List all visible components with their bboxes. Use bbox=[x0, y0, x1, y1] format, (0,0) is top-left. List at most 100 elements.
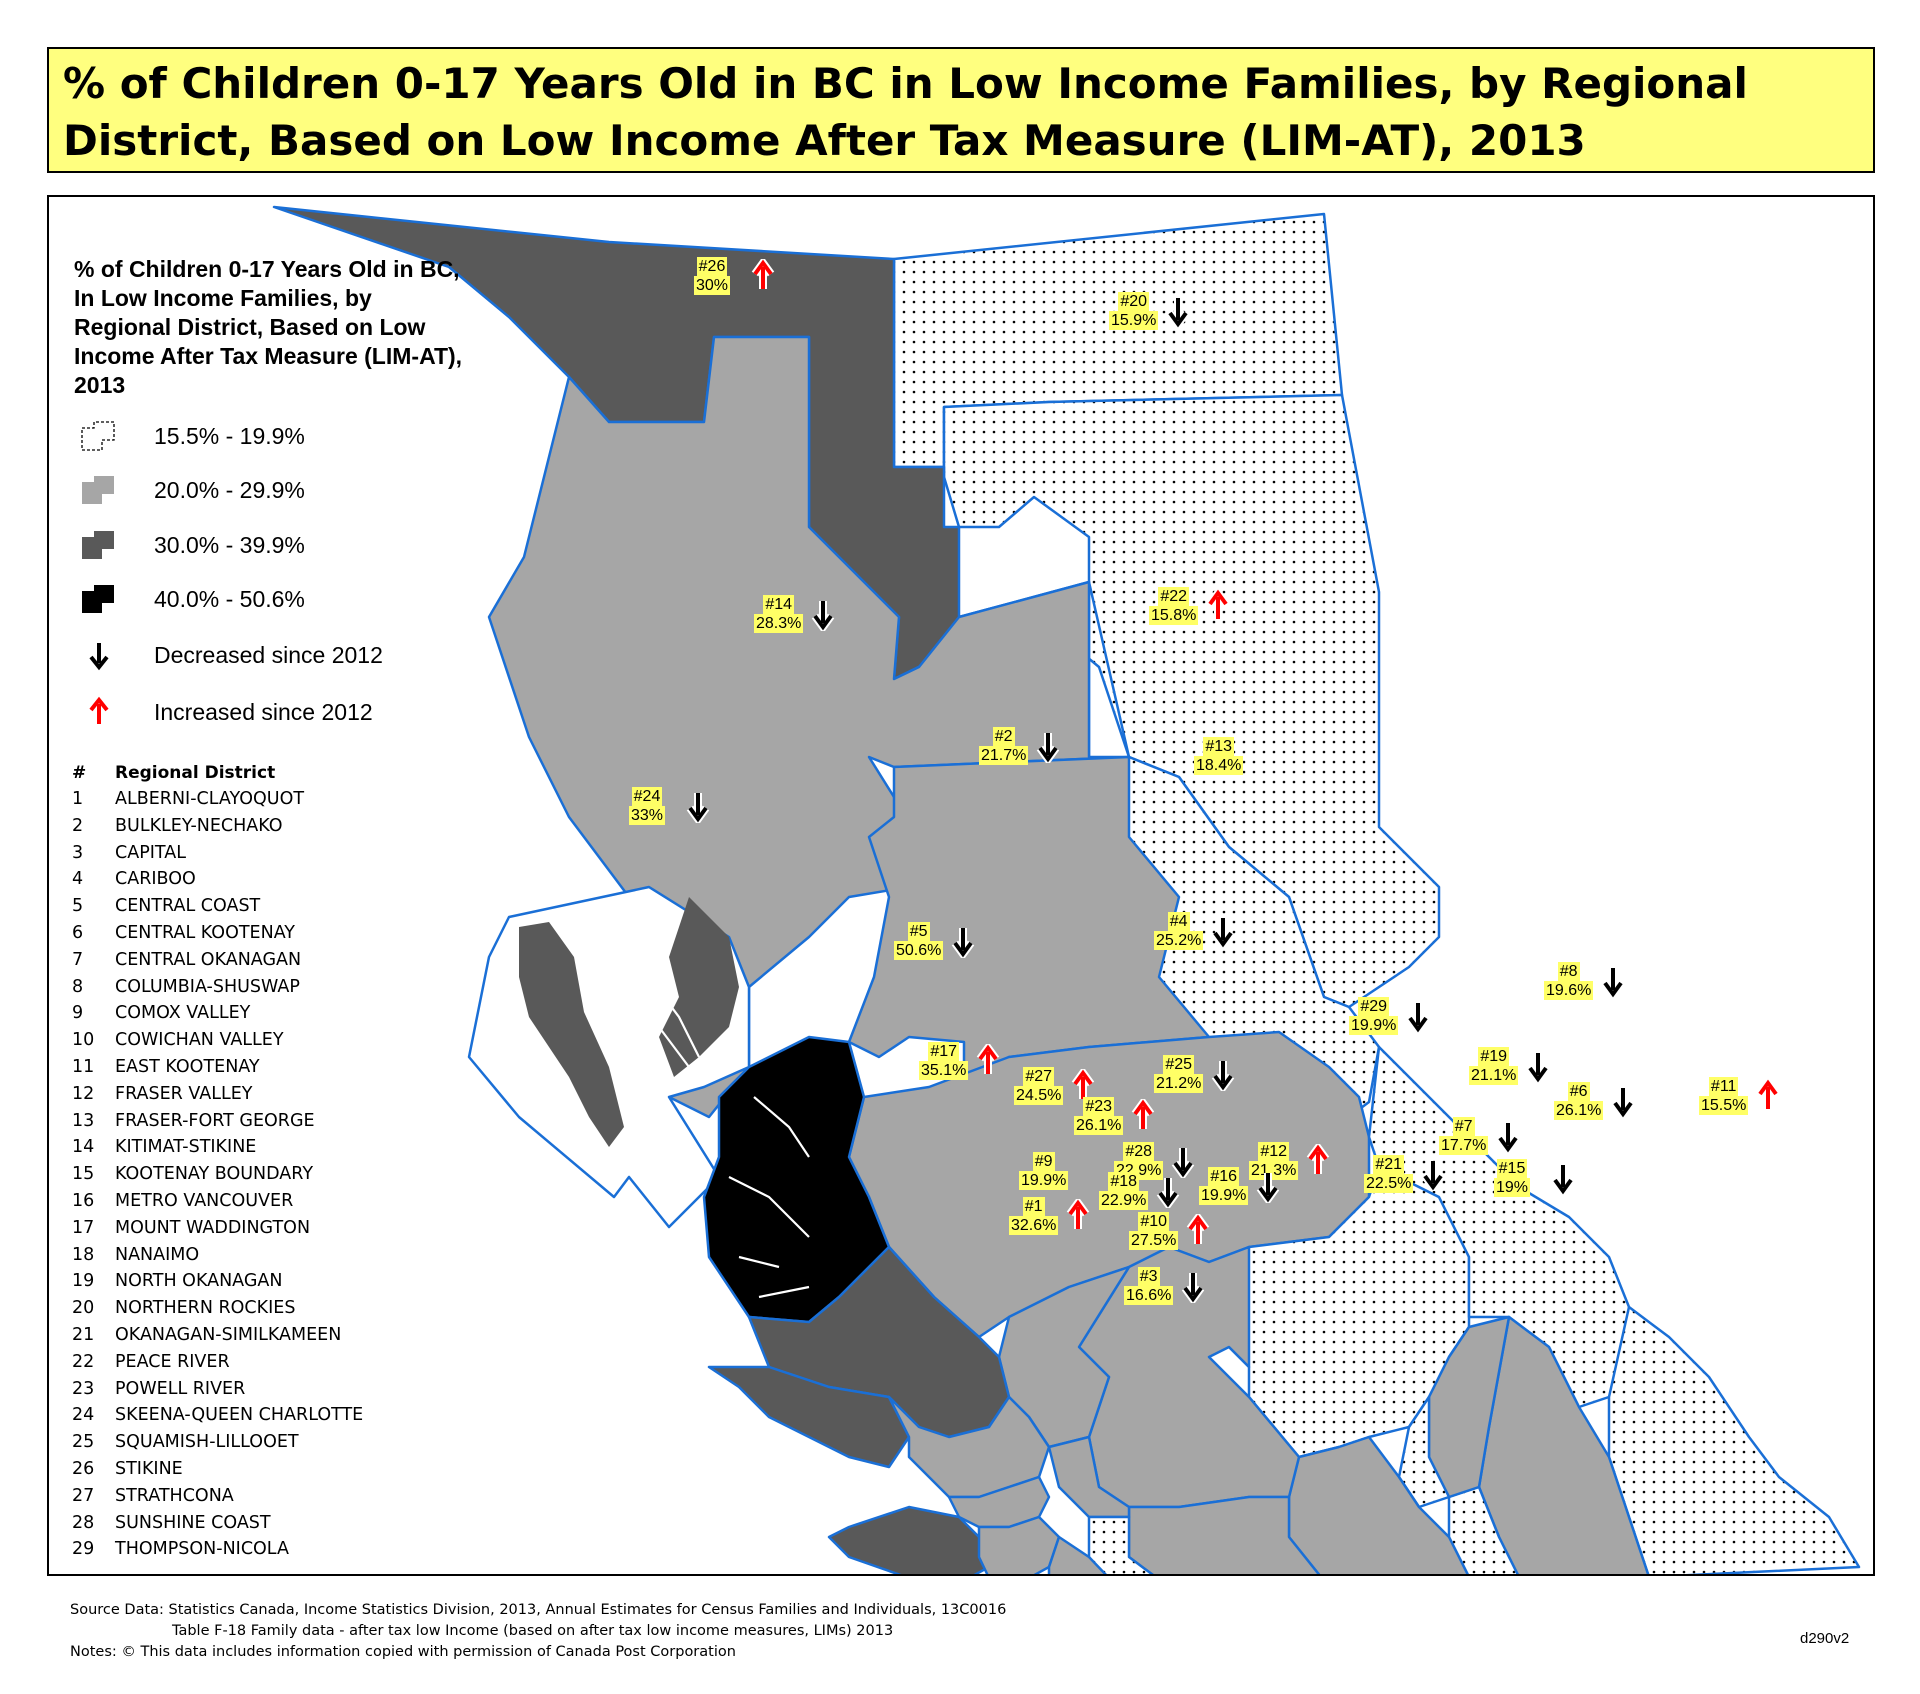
district-number: 1 bbox=[72, 789, 84, 809]
decrease-arrow-icon bbox=[1611, 1088, 1635, 1118]
skeena-coast bbox=[659, 897, 739, 1077]
district-name: CENTRAL COAST bbox=[115, 896, 261, 917]
district-percent: 25.2% bbox=[1154, 931, 1204, 950]
source-line-3: Notes: © This data includes information … bbox=[70, 1644, 736, 1660]
district-code: #12 bbox=[1258, 1142, 1290, 1161]
district-name: COLUMBIA-SHUSWAP bbox=[115, 976, 300, 997]
district-number: 16 bbox=[72, 1191, 95, 1211]
decrease-arrow-icon bbox=[1256, 1173, 1280, 1203]
district-code: #21 bbox=[1373, 1155, 1405, 1174]
legend-increased-label: Increased since 2012 bbox=[154, 698, 373, 725]
district-code: #17 bbox=[928, 1042, 960, 1061]
map-label-17: #17 35.1% bbox=[919, 1042, 1000, 1080]
increase-arrow-icon bbox=[1206, 589, 1230, 619]
district-name: ALBERNI-CLAYOQUOT bbox=[115, 789, 305, 809]
legend-class-label: 20.0% - 29.9% bbox=[154, 476, 305, 503]
district-number: 27 bbox=[72, 1485, 95, 1506]
decrease-arrow-icon bbox=[1601, 968, 1625, 998]
legend-class-label: 30.0% - 39.9% bbox=[154, 531, 305, 558]
district-number: 10 bbox=[72, 1030, 95, 1051]
haida-gwaii bbox=[519, 922, 624, 1147]
increase-arrow-icon bbox=[1066, 1199, 1090, 1229]
map-label-21: #21 22.5% bbox=[1364, 1155, 1445, 1193]
region-9 bbox=[947, 1475, 1051, 1529]
district-code: #5 bbox=[907, 922, 930, 941]
decrease-arrow-icon bbox=[1171, 1148, 1195, 1178]
district-percent: 35.1% bbox=[919, 1061, 969, 1080]
district-code: #22 bbox=[1158, 587, 1190, 606]
district-number: 26 bbox=[72, 1459, 95, 1479]
district-name: OKANAGAN-SIMILKAMEEN bbox=[115, 1325, 342, 1345]
decrease-arrow-icon bbox=[1496, 1123, 1520, 1153]
district-code: #24 bbox=[631, 787, 663, 806]
district-name: STIKINE bbox=[115, 1459, 183, 1479]
district-code: #16 bbox=[1208, 1167, 1240, 1186]
map-label-6: #6 26.1% bbox=[1554, 1082, 1635, 1120]
district-code: #28 bbox=[1123, 1142, 1155, 1161]
district-code: #1 bbox=[1022, 1197, 1045, 1216]
down-arrow-icon bbox=[89, 643, 109, 671]
district-percent: 24.5% bbox=[1014, 1086, 1064, 1105]
district-percent: 15.5% bbox=[1699, 1096, 1749, 1115]
legend-class-1: 15.5% - 19.9% bbox=[74, 418, 305, 454]
district-number: 12 bbox=[72, 1083, 95, 1104]
map-label-3: #3 16.6% bbox=[1124, 1267, 1205, 1305]
decrease-arrow-icon bbox=[1166, 298, 1190, 328]
district-number: 6 bbox=[72, 923, 84, 943]
district-number: 15 bbox=[72, 1164, 95, 1185]
district-percent: 33% bbox=[629, 806, 666, 825]
legend-class-label: 40.0% - 50.6% bbox=[154, 585, 305, 612]
map-label-19: #19 21.1% bbox=[1469, 1047, 1550, 1085]
map-label-24: #24 33% bbox=[629, 787, 710, 825]
district-name: FRASER VALLEY bbox=[115, 1083, 253, 1104]
region-1 bbox=[827, 1505, 991, 1574]
district-number: 11 bbox=[72, 1057, 95, 1077]
district-number: 13 bbox=[72, 1110, 95, 1131]
increase-arrow-icon bbox=[751, 259, 775, 289]
district-name: SKEENA-QUEEN CHARLOTTE bbox=[115, 1405, 364, 1426]
district-code: #15 bbox=[1496, 1159, 1528, 1178]
source-line-1: Source Data: Statistics Canada, Income S… bbox=[70, 1602, 1007, 1618]
district-percent: 21.3% bbox=[1249, 1161, 1299, 1180]
legend-decreased-label: Decreased since 2012 bbox=[154, 641, 383, 668]
district-code: #10 bbox=[1138, 1212, 1170, 1231]
decrease-arrow-icon bbox=[1551, 1165, 1575, 1195]
district-percent: 28.3% bbox=[754, 614, 804, 633]
district-percent: 27.5% bbox=[1129, 1231, 1179, 1250]
map-title: % of Children 0-17 Years Old in BC in Lo… bbox=[47, 47, 1875, 173]
district-name: PEACE RIVER bbox=[115, 1351, 230, 1372]
map-label-13: #13 18.4% bbox=[1194, 737, 1244, 775]
light-gray-swatch-icon bbox=[82, 476, 114, 504]
district-code: #26 bbox=[696, 257, 728, 276]
legend-class-2: 20.0% - 29.9% bbox=[74, 472, 305, 508]
district-code: #25 bbox=[1163, 1055, 1195, 1074]
district-name: SQUAMISH-LILLOOET bbox=[115, 1432, 299, 1453]
district-name: MOUNT WADDINGTON bbox=[115, 1217, 311, 1238]
map-label-12: #12 21.3% bbox=[1249, 1142, 1330, 1180]
district-number: 5 bbox=[72, 896, 84, 917]
legend-decreased: Decreased since 2012 bbox=[74, 637, 383, 673]
map-label-18: #18 22.9% bbox=[1099, 1172, 1180, 1210]
decrease-arrow-icon bbox=[1211, 918, 1235, 948]
district-percent: 15.8% bbox=[1149, 606, 1199, 625]
decrease-arrow-icon bbox=[811, 601, 835, 631]
legend-class-3: 30.0% - 39.9% bbox=[74, 527, 305, 563]
increase-arrow-icon bbox=[1131, 1099, 1155, 1129]
legend: % of Children 0-17 Years Old in BC, In L… bbox=[74, 255, 474, 725]
district-code: #8 bbox=[1557, 962, 1580, 981]
map-label-26: #26 30% bbox=[694, 257, 775, 295]
district-number: 8 bbox=[72, 976, 84, 997]
district-code: #3 bbox=[1137, 1267, 1160, 1286]
header-num: # bbox=[72, 763, 87, 783]
map-label-25: #25 21.2% bbox=[1154, 1055, 1235, 1093]
district-number: 22 bbox=[72, 1351, 95, 1372]
district-number: 4 bbox=[72, 869, 84, 890]
district-number: 29 bbox=[72, 1539, 95, 1560]
region-28 bbox=[1047, 1435, 1131, 1519]
district-name: POWELL RIVER bbox=[115, 1378, 246, 1399]
decrease-arrow-icon bbox=[951, 928, 975, 958]
district-name: METRO VANCOUVER bbox=[115, 1191, 294, 1211]
district-number: 28 bbox=[72, 1512, 95, 1533]
district-name: KITIMAT-STIKINE bbox=[115, 1137, 257, 1158]
district-code: #9 bbox=[1032, 1152, 1055, 1171]
